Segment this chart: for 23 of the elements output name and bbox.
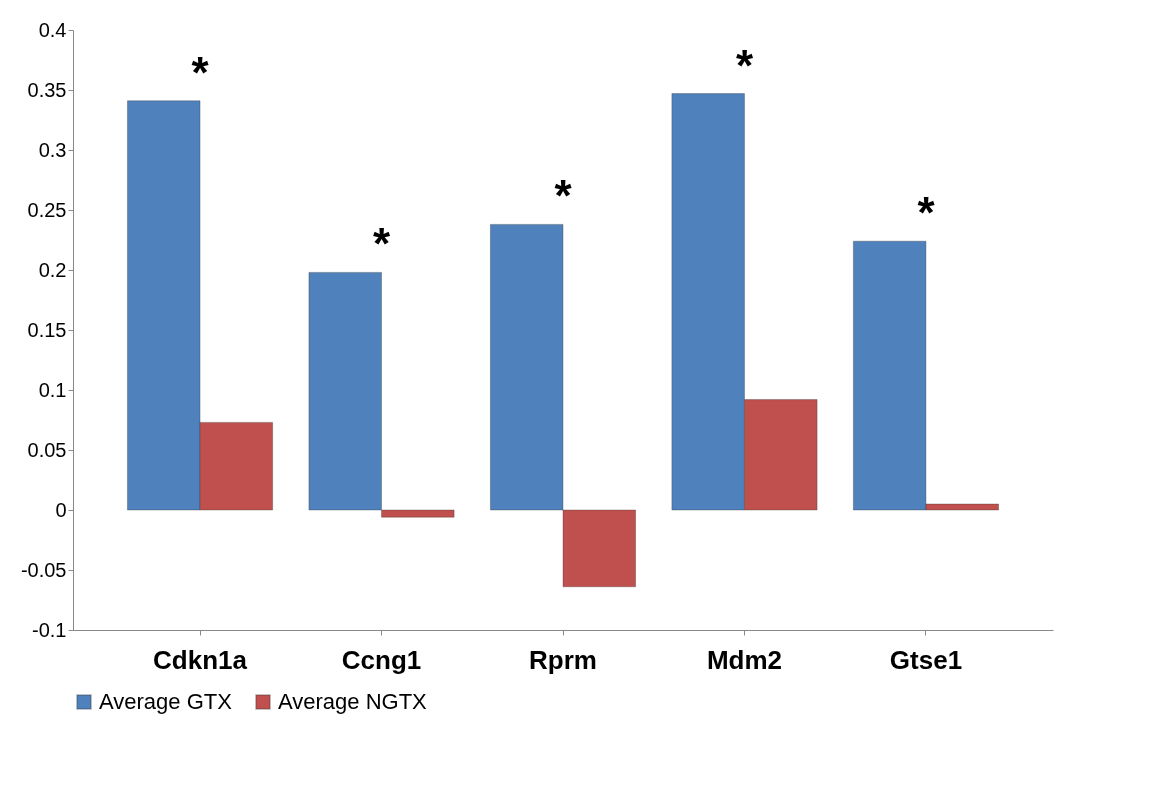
y-tick-label: 0.1	[38, 378, 67, 401]
x-tick-label: Gtse1	[889, 644, 963, 675]
x-tick-label: Cdkn1a	[153, 644, 248, 675]
y-tick-label: 0	[55, 498, 67, 521]
y-tick-label: -0.1	[32, 618, 67, 641]
y-tick-label: 0.15	[27, 318, 67, 341]
annotation: *	[372, 219, 391, 269]
annotation: *	[554, 171, 573, 221]
y-tick-label: 0.25	[27, 198, 67, 221]
annotation: *	[917, 188, 936, 238]
y-tick-label: 0.4	[38, 18, 67, 41]
y-tick-label: 0.2	[38, 258, 67, 281]
y-tick-label: 0.3	[38, 138, 67, 161]
legend-label: Average NGTX	[278, 689, 428, 714]
annotation: *	[191, 47, 210, 97]
x-tick-label: Mdm2	[706, 644, 783, 675]
x-tick-label: Ccng1	[341, 644, 422, 675]
legend-label: Average GTX	[99, 689, 233, 714]
y-tick-label: -0.05	[20, 558, 67, 581]
y-tick-label: 0.05	[27, 438, 67, 461]
y-tick-label: 0.35	[27, 78, 67, 101]
annotation: *	[735, 40, 754, 90]
x-tick-label: Rprm	[529, 644, 597, 675]
